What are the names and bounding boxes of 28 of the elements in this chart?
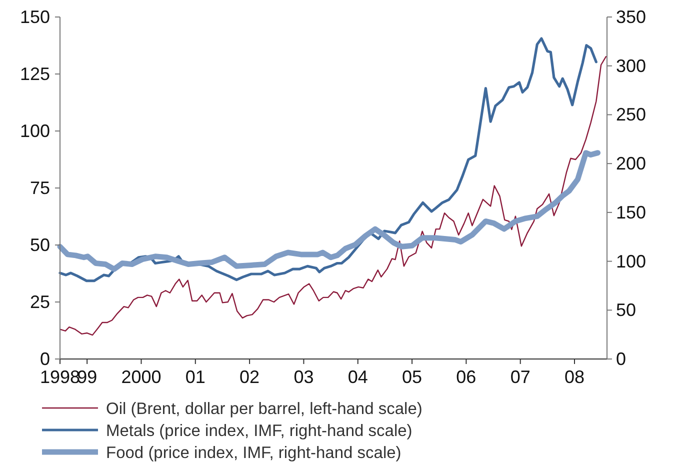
legend-label: Food (price index, IMF, right-hand scale) — [106, 444, 402, 462]
y-tick-label: 100 — [20, 121, 50, 141]
y-tick-label: 25 — [30, 292, 50, 312]
y2-tick-label: 350 — [616, 7, 646, 27]
y2-tick-label: 0 — [616, 349, 626, 369]
y2-tick-label: 200 — [616, 154, 646, 174]
y2-tick-label: 150 — [616, 202, 646, 222]
y2-tick-label: 100 — [616, 251, 646, 272]
x-tick-label: 04 — [348, 367, 368, 387]
x-tick-label: 06 — [456, 367, 476, 387]
x-tick-label: 2000 — [121, 367, 162, 387]
x-tick-label: 02 — [240, 367, 260, 387]
x-tick-label: 05 — [402, 367, 422, 387]
y2-tick-label: 50 — [616, 300, 636, 320]
legend-label: Metals (price index, IMF, right-hand scale) — [106, 422, 412, 440]
line-series — [59, 56, 607, 336]
x-tick-label: 08 — [564, 367, 585, 387]
x-tick-label: 01 — [185, 367, 206, 387]
y-tick-label: 50 — [30, 235, 50, 255]
y-tick-label: 125 — [20, 64, 50, 84]
y-tick-label: 0 — [40, 349, 50, 369]
y2-tick-label: 300 — [616, 56, 646, 76]
x-tick-label: 03 — [294, 367, 314, 387]
legend-label: Oil (Brent, dollar per barrel, left-hand scale) — [106, 400, 422, 418]
y-tick-label: 75 — [30, 178, 50, 198]
y-tick-label: 150 — [20, 7, 50, 27]
y2-tick-label: 250 — [616, 104, 646, 125]
x-tick-label: 07 — [510, 367, 530, 387]
